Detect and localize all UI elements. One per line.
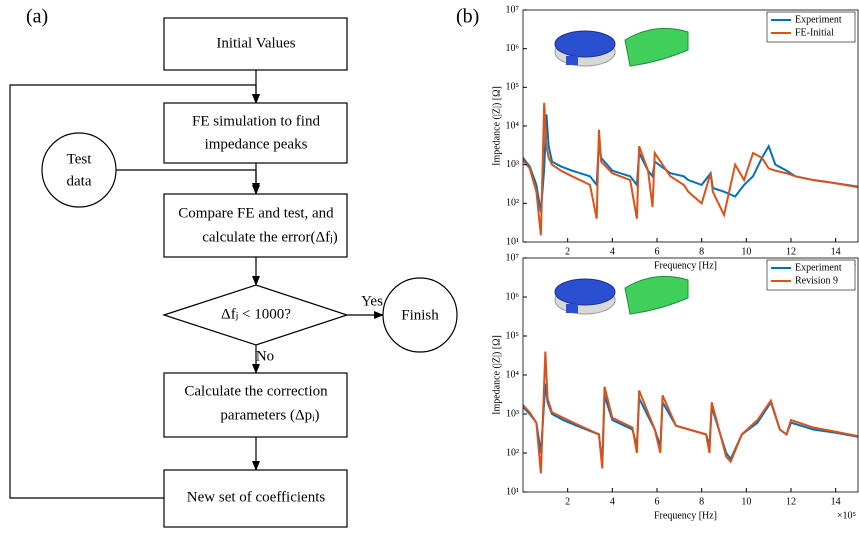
x-multiplier: ×10⁵ [837,510,856,521]
node-text: FE simulation to find [192,113,320,129]
inset [555,276,688,314]
legend-label: Experiment [795,262,842,273]
series-line [523,352,858,474]
x-tick-label: 10 [741,496,751,507]
node-text: Test [67,151,93,167]
x-tick-label: 14 [831,496,841,507]
node-text: Calculate the correction [184,383,328,399]
node-text: Compare FE and test, and [178,205,334,221]
terminal-circle [42,133,116,207]
legend-label: Revision 9 [795,275,838,286]
x-tick-label: 10 [741,246,751,257]
y-tick-label: 10² [506,198,519,209]
y-tick-label: 10³ [506,159,519,170]
node-text: parameters (Δpᵢ) [220,407,319,423]
node-text: Initial Values [216,35,295,51]
plot-area [523,103,858,235]
x-axis-label: Frequency [Hz] [654,260,717,271]
series-line [523,114,858,212]
x-tick-label: 4 [610,246,615,257]
y-tick-label: 10¹ [506,486,519,497]
y-tick-label: 10⁴ [506,369,520,380]
x-tick-label: 2 [565,246,570,257]
flowchart: Initial Values FE simulation to find imp… [10,18,457,527]
node-text: Δfⱼ < 1000? [221,306,291,322]
panel-label: (a) [26,6,48,28]
x-tick-label: 4 [610,496,615,507]
y-tick-label: 10⁶ [506,291,520,302]
process-box [164,194,347,257]
y-tick-label: 10⁶ [506,43,520,54]
inset [555,28,688,66]
x-tick-label: 12 [786,496,796,507]
node-text: data [67,173,92,189]
x-tick-label: 2 [565,496,570,507]
y-tick-label: 10⁷ [506,4,520,15]
edge-label: No [256,348,274,364]
y-axis-label: Impedance (|Z|) [Ω] [491,335,502,415]
process-box [164,103,347,163]
edge-label: Yes [361,293,383,309]
x-tick-label: 14 [831,246,841,257]
figure: (a) (b) Initial Values FE simulation to … [0,0,859,557]
y-tick-label: 10⁷ [506,252,520,263]
y-tick-label: 10³ [506,408,519,419]
x-tick-label: 8 [699,246,704,257]
y-tick-label: 10⁴ [506,120,520,131]
legend-label: Experiment [795,14,842,25]
x-tick-label: 6 [655,496,660,507]
y-tick-label: 10¹ [506,236,519,247]
x-tick-label: 8 [699,496,704,507]
y-axis-label: Impedance (|Z|) [Ω] [491,86,502,166]
node-text: New set of coefficients [187,489,326,505]
x-tick-label: 6 [655,246,660,257]
series-line [523,103,858,235]
series-line [523,384,858,465]
y-tick-label: 10² [506,447,519,458]
y-tick-label: 10⁵ [506,82,520,93]
y-tick-label: 10⁵ [506,330,520,341]
node-text: impedance peaks [205,136,308,152]
x-axis-label: Frequency [Hz] [654,510,717,521]
x-tick-label: 12 [786,246,796,257]
node-text: Finish [401,307,439,323]
node-text: calculate the error(Δfⱼ) [202,229,338,245]
panel-label: (b) [456,6,479,28]
plot-area [523,352,858,474]
legend-label: FE-Initial [795,27,834,38]
